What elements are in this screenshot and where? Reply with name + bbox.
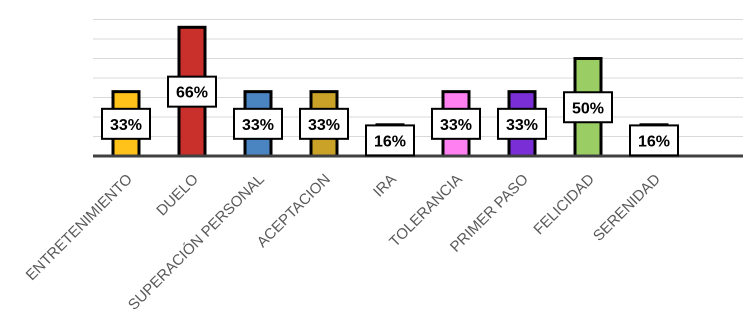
data-label-text: 16% (374, 133, 406, 150)
data-label-text: 33% (242, 117, 274, 134)
data-labels: 33% 66% 33% 33% 16% 33% 33% 50% 16% (101, 75, 679, 157)
data-label: 33% (497, 107, 547, 140)
data-label-box (299, 107, 349, 140)
data-label-box (167, 75, 217, 108)
category-label: IRA (370, 171, 400, 201)
data-label: 33% (233, 107, 283, 140)
data-label: 66% (167, 75, 217, 108)
data-label-text: 66% (176, 85, 208, 102)
data-label-box (629, 124, 679, 157)
data-label-text: 16% (638, 133, 670, 150)
data-label: 16% (629, 124, 679, 157)
category-label: DUELO (153, 171, 202, 220)
data-label: 16% (365, 124, 415, 157)
data-label-text: 50% (572, 100, 604, 117)
data-label-text: 33% (506, 117, 538, 134)
data-label: 33% (101, 107, 151, 140)
data-label-box (233, 107, 283, 140)
data-label: 33% (431, 107, 481, 140)
data-label-box (365, 124, 415, 157)
data-label-box (101, 107, 151, 140)
data-label: 50% (563, 91, 613, 124)
data-label-text: 33% (440, 117, 472, 134)
data-label: 33% (299, 107, 349, 140)
category-label: ENTRETENIMIENTO (23, 171, 136, 284)
category-label: FELICIDAD (530, 171, 598, 239)
data-label-text: 33% (110, 117, 142, 134)
category-label: SERENIDAD (590, 171, 664, 245)
data-label-box (563, 91, 613, 124)
data-label-text: 33% (308, 117, 340, 134)
data-label-box (497, 107, 547, 140)
data-label-box (431, 107, 481, 140)
category-label: SUPERACIÓN PERSONAL (125, 171, 268, 314)
